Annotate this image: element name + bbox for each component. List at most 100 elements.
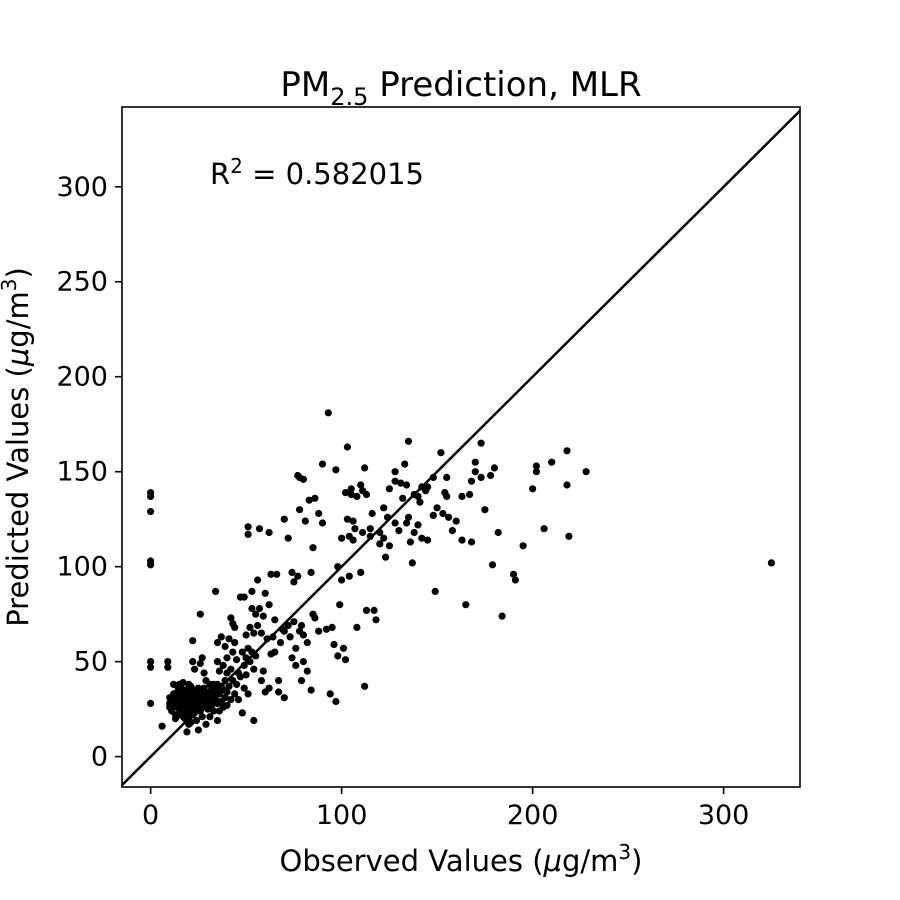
data-point	[563, 481, 571, 489]
data-point	[399, 494, 407, 502]
data-point	[341, 656, 350, 664]
data-point	[326, 690, 334, 698]
data-point	[529, 485, 537, 493]
data-point	[395, 527, 403, 535]
r-squared-annotation: R2 = 0.582015	[210, 154, 424, 191]
data-point	[509, 570, 518, 578]
x-tick-label: 300	[698, 800, 750, 831]
data-point	[192, 716, 201, 725]
data-point	[265, 528, 273, 537]
data-point	[294, 572, 302, 580]
data-point	[288, 568, 296, 577]
data-point	[202, 720, 210, 728]
data-point	[187, 718, 195, 727]
data-point	[477, 439, 485, 447]
data-point	[338, 534, 346, 542]
data-point	[147, 508, 155, 516]
data-point	[292, 661, 300, 670]
data-point	[225, 682, 233, 690]
data-point	[458, 492, 466, 500]
data-point	[324, 409, 332, 417]
r-squared-value: = 0.582015	[243, 157, 424, 191]
data-point	[429, 511, 437, 519]
data-point	[439, 509, 447, 518]
svg-text:Predicted Values (μg/m3): Predicted Values (μg/m3)	[0, 267, 35, 627]
data-point	[361, 682, 369, 690]
data-point	[248, 587, 256, 596]
data-point	[767, 559, 776, 567]
x-axis-label: Observed Values (μg/m3)	[280, 840, 643, 878]
data-point	[254, 621, 262, 630]
data-point	[372, 616, 380, 624]
data-point	[299, 658, 307, 666]
data-point	[259, 667, 267, 675]
data-point	[231, 639, 239, 647]
data-point	[297, 621, 306, 630]
data-point	[330, 640, 338, 649]
data-point	[271, 616, 279, 624]
data-point	[212, 587, 220, 596]
data-point	[292, 644, 300, 652]
data-point	[223, 654, 231, 662]
data-point	[471, 458, 479, 466]
chart-title: PM2.5 Prediction, MLR	[280, 65, 641, 111]
data-point	[194, 726, 202, 734]
data-point	[227, 696, 235, 704]
data-point	[362, 606, 371, 615]
data-point	[370, 606, 378, 615]
data-point	[565, 532, 573, 540]
data-point	[382, 553, 390, 561]
x-tick-label: 100	[316, 800, 368, 831]
data-point	[255, 604, 264, 613]
data-point	[280, 627, 288, 635]
data-point	[532, 468, 541, 476]
x-label-superscript: 3	[618, 840, 631, 864]
data-point	[164, 658, 172, 666]
x-label-close: )	[631, 844, 642, 878]
data-point	[487, 471, 495, 480]
data-point	[376, 540, 384, 548]
data-point	[488, 561, 497, 569]
data-point	[238, 648, 246, 656]
data-point	[437, 449, 445, 457]
data-point	[147, 663, 155, 671]
identity-line	[121, 109, 801, 786]
data-point	[206, 713, 214, 721]
data-point	[445, 513, 453, 521]
y-tick-label: 300	[56, 172, 108, 203]
data-point	[242, 671, 250, 679]
y-label-text: Predicted Values (	[1, 366, 35, 627]
data-point	[548, 458, 556, 466]
data-point	[257, 629, 265, 637]
data-point	[213, 716, 222, 725]
data-point	[286, 633, 294, 641]
data-point	[227, 614, 235, 622]
data-point	[403, 481, 411, 489]
data-point	[351, 525, 359, 533]
data-point	[368, 509, 376, 518]
r-squared-superscript: 2	[230, 154, 243, 178]
data-point	[290, 578, 298, 586]
data-point	[315, 627, 323, 635]
data-point	[322, 625, 330, 633]
data-point	[238, 709, 246, 717]
data-point	[309, 544, 317, 552]
y-label-close: )	[1, 267, 35, 278]
data-point	[345, 572, 353, 580]
data-point	[361, 464, 369, 472]
data-point	[213, 639, 222, 647]
data-point	[357, 568, 365, 577]
data-point	[265, 601, 273, 609]
data-point	[179, 678, 187, 687]
data-point	[339, 644, 348, 652]
title-rest: Prediction, MLR	[368, 65, 641, 105]
data-point	[244, 523, 252, 531]
data-point	[227, 665, 235, 673]
data-point	[290, 618, 298, 626]
data-point	[349, 517, 357, 525]
y-label-unit: g/m	[1, 291, 35, 347]
data-point	[233, 680, 241, 689]
data-point	[424, 536, 432, 544]
data-point	[164, 663, 172, 671]
data-point	[234, 696, 243, 704]
